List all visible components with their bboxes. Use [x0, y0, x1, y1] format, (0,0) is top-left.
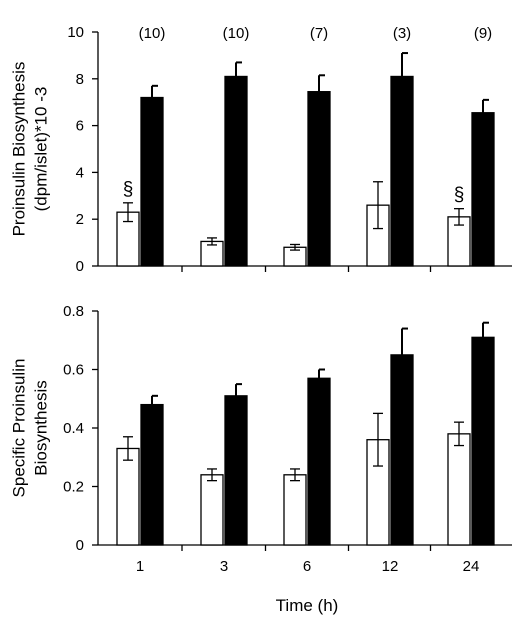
x-tick-label: 1 [136, 558, 144, 575]
panel2-filled-bar [224, 395, 248, 546]
panel2-ytick-label: 0.2 [63, 479, 84, 496]
panel2-ylabel-line: Specific Proinsulin [9, 359, 28, 498]
x-tick-label: 24 [463, 558, 480, 575]
x-tick-label: 12 [382, 558, 399, 575]
sample-size-label: (10) [139, 25, 166, 42]
panel1-ytick-label: 10 [67, 24, 84, 41]
x-tick-label: 6 [303, 558, 311, 575]
sample-size-label: (9) [474, 25, 492, 42]
panel2-filled-bar [390, 354, 414, 546]
significance-marker: § [123, 179, 134, 200]
panel2-filled-bar [471, 336, 495, 546]
x-axis-title: Time (h) [276, 596, 339, 615]
panel1-filled-bar [390, 75, 414, 267]
x-tick-label: 3 [220, 558, 228, 575]
panel2-open-bar [447, 433, 471, 546]
panel2-ytick-label: 0.6 [63, 362, 84, 379]
panel1-ytick-label: 6 [76, 118, 84, 135]
panel2-ytick-label: 0.8 [63, 303, 84, 320]
panel1-ytick-label: 2 [76, 211, 84, 228]
panel2-filled-bar [307, 377, 331, 546]
panel1-filled-bar [224, 75, 248, 267]
significance-marker: § [454, 185, 465, 206]
panel2-open-bar [116, 447, 140, 546]
panel2-ytick-label: 0.4 [63, 420, 84, 437]
panel1-ytick-label: 0 [76, 258, 84, 275]
panel2-filled-bar [140, 403, 164, 546]
panel2-open-bar [283, 474, 307, 546]
panel1-filled-bar [307, 91, 331, 267]
panel1-ytick-label: 4 [76, 164, 84, 181]
panel2-ytick-label: 0 [76, 537, 84, 554]
panel1-ylabel-line: Proinsulin Biosynthesis [9, 62, 28, 237]
panel1-ytick-label: 8 [76, 71, 84, 88]
panel2-open-bar [200, 474, 224, 546]
sample-size-label: (7) [310, 25, 328, 42]
panel1-filled-bar [471, 112, 495, 267]
panel2-ylabel-line: Biosynthesis [31, 380, 50, 475]
panel1-filled-bar [140, 96, 164, 267]
panel1-ylabel-line: (dpm/islet)*10 -3 [31, 87, 50, 212]
sample-size-label: (3) [393, 25, 411, 42]
sample-size-label: (10) [223, 25, 250, 42]
